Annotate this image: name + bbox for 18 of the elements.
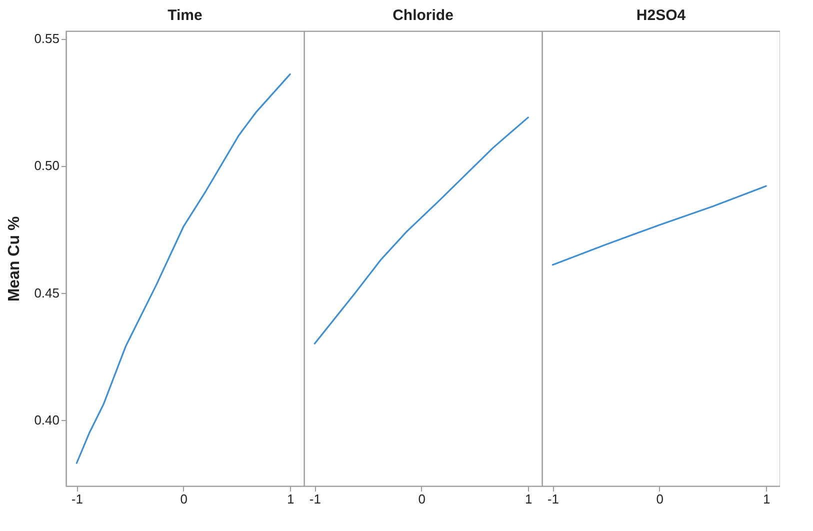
chart-title: H2SO4 [636, 7, 686, 24]
x-tick-label: 1 [763, 492, 770, 506]
y-tick-label: 0.40 [34, 412, 60, 428]
x-tick-label: 0 [180, 492, 188, 506]
x-tick-label: 0 [418, 492, 426, 506]
y-tick-label: 0.45 [34, 285, 60, 300]
y-tick-label: 0.50 [34, 158, 60, 174]
y-tick-label: 0.55 [34, 31, 60, 46]
x-tick-label: 1 [287, 492, 294, 506]
y-axis-title: Mean Cu % [6, 216, 24, 302]
x-tick-label: 1 [525, 492, 532, 506]
line-series [76, 73, 291, 464]
x-tick-label: 0 [656, 492, 664, 506]
x-tick-label: -1 [71, 492, 83, 506]
chart-title: Chloride [392, 7, 454, 24]
chart-title: Time [168, 7, 202, 24]
x-tick-label: -1 [547, 492, 559, 506]
x-tick-label: -1 [309, 492, 321, 506]
